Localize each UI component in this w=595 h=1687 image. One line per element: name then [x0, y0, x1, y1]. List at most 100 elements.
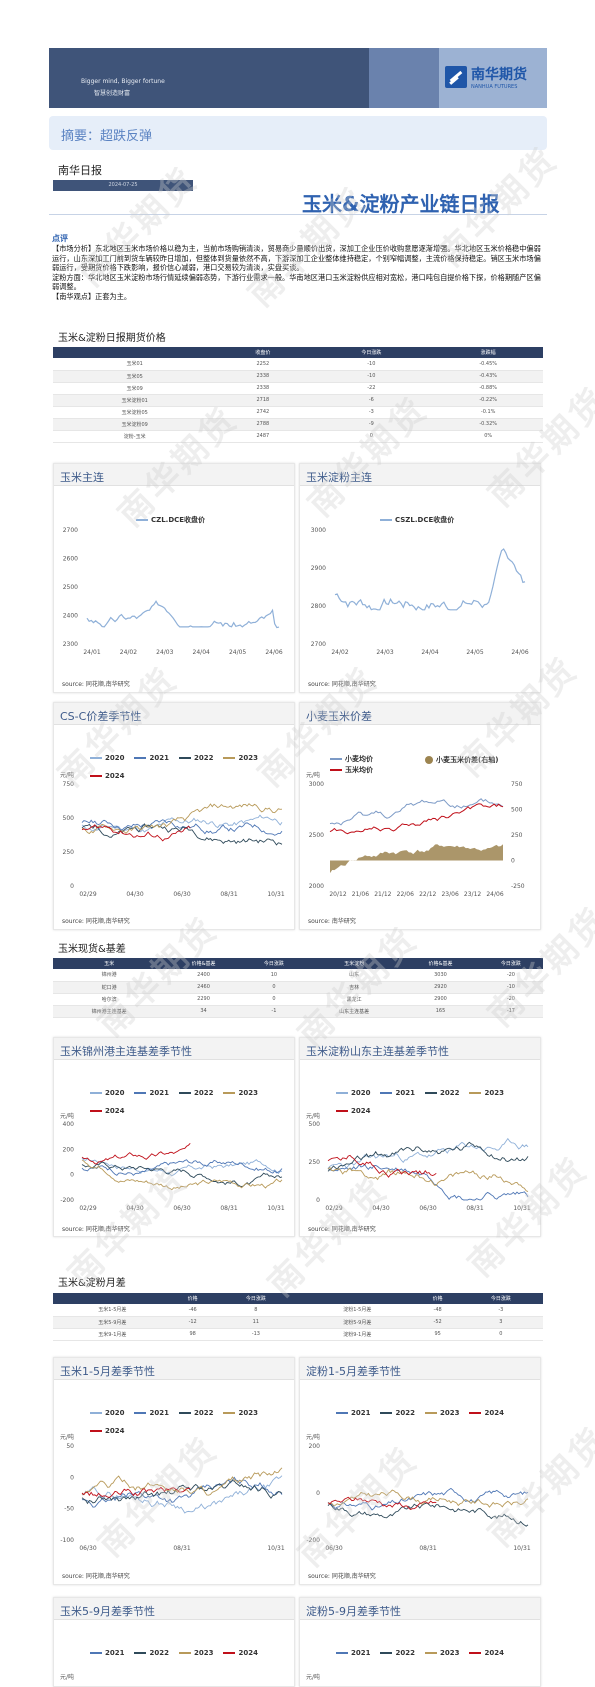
x-tick-label: 06/30: [325, 1545, 342, 1552]
chart-legend-right: 小麦玉米价差(右轴): [425, 755, 498, 765]
y-tick-label: 2400: [63, 613, 78, 620]
series-line-2022: [327, 1502, 529, 1527]
series-line-2022: [81, 1161, 283, 1188]
legend-label: 2021: [149, 1409, 169, 1417]
table-cell: -3: [458, 1304, 543, 1317]
table-cell: -0.45%: [433, 358, 543, 371]
slogan-cn: 智慧创造财富: [94, 90, 131, 97]
y-tick-label: 500: [309, 1121, 321, 1128]
x-tick-label: 08/31: [173, 1545, 190, 1552]
series-line-2023: [327, 1489, 529, 1508]
comment-p1: 【市场分析】东北地区玉米市场价格以稳为主，当前市场购销清淡，贸易商少量顺价出货，…: [52, 244, 541, 272]
legend-label: 2021: [149, 754, 169, 762]
table-row: 玉米09 2338 -22 -0.88%: [53, 382, 543, 395]
table-cell: 山东主连基差: [305, 1005, 403, 1018]
legend-item: 2020: [336, 1089, 370, 1097]
panel-title: 淀粉1-5月差季节性: [300, 1358, 540, 1380]
legend-label: 2021: [351, 1649, 371, 1657]
table-cell: -0.1%: [433, 406, 543, 419]
chart-legend: 2021 2022 2023 2024: [90, 1649, 290, 1657]
table-cell: -48: [416, 1304, 459, 1317]
y-tick-label: 2700: [63, 527, 78, 534]
series-line-2024: [81, 1142, 191, 1165]
x-tick-label: 02/29: [79, 891, 96, 898]
y-tick-label: 0: [316, 1197, 320, 1204]
table-cell: -3: [309, 406, 434, 419]
table-row: 玉米5-9月差 -12 11 淀粉5-9月差 -52 3: [53, 1316, 543, 1329]
legend-label: 2023: [238, 754, 258, 762]
legend-label: 2020: [105, 1409, 125, 1417]
panel-title: 玉米主连: [54, 464, 294, 486]
legend-item: 2021: [134, 754, 169, 762]
y-tick-label: 200: [63, 1146, 75, 1153]
legend-label: 2022: [149, 1649, 169, 1657]
logo-mark-icon: [445, 66, 467, 88]
y-tick-label: 250: [309, 1159, 321, 1166]
legend-item: 2024: [469, 1649, 504, 1657]
legend-item: 小麦玉米价差(右轴): [425, 755, 498, 765]
legend-item: 小麦均价: [330, 754, 540, 764]
legend-label: 2023: [439, 1649, 460, 1657]
chart-source: source: 同花顺,南华研究: [62, 1226, 130, 1233]
table-cell: 玉米淀粉01: [53, 394, 217, 407]
table-cell: -0.88%: [433, 382, 543, 395]
chart-legend: CZL.DCE收盘价: [136, 515, 205, 525]
y-tick-label: -200: [306, 1537, 320, 1544]
legend-item: 2023: [178, 1649, 214, 1657]
table-cell: 玉米09: [53, 382, 217, 395]
table-cell: 淀粉1-5月差: [297, 1304, 417, 1317]
series-line-2021: [81, 1476, 283, 1508]
chart-source: source: 同花顺,南华研究: [62, 918, 130, 925]
legend-item: 2021: [380, 1089, 415, 1097]
table-row: 淀粉-玉米 2487 0 0%: [53, 430, 543, 443]
x-tick-label: 10/31: [267, 1205, 284, 1212]
legend-label: 2023: [193, 1649, 214, 1657]
series-line-2024: [327, 1154, 437, 1178]
table-header-cell: 玉米淀粉: [305, 958, 403, 969]
title-rule: [49, 214, 547, 215]
table-cell: -10: [478, 981, 543, 994]
legend-label: 2022: [193, 754, 214, 762]
y-tick-label: 2700: [311, 641, 326, 648]
table-cell: 2460: [165, 981, 242, 994]
line-chart-corn-main: 2700 2600 2500 2400 2300 24/01 24/02 24/03 24/04…: [63, 527, 283, 656]
table-header-cell: [53, 1293, 172, 1304]
slogan-en: Bigger mind, Bigger fortune: [81, 78, 165, 85]
table-cell: 10: [241, 969, 306, 982]
legend-item: 2020: [90, 754, 124, 762]
table-header-cell: 今日涨跌: [478, 958, 543, 969]
series-line-2024: [327, 1496, 437, 1510]
legend-item: 2024: [90, 1427, 124, 1435]
series-line-2021: [81, 1159, 283, 1176]
y-tick-label: -200: [60, 1197, 74, 1204]
chart-legend: 2020 2021 2022 2023 2024: [90, 754, 290, 780]
table-cell: -13: [213, 1328, 298, 1341]
spread-table-title: 玉米&淀粉月差: [58, 1278, 126, 1289]
chart-legend: CSZL.DCE收盘价: [380, 515, 454, 525]
chart-legend: 2020 2021 2022 2023 2024: [336, 1089, 536, 1115]
legend-label: 2022: [439, 1089, 460, 1097]
legend-label: 2024: [484, 1409, 504, 1417]
table-cell: 哈尔滨: [53, 993, 166, 1006]
table-header-cell: 玉米: [53, 958, 166, 969]
table-cell: 3030: [402, 969, 479, 982]
y-tick-label: 200: [309, 1443, 321, 1450]
panel-title: 玉米淀粉山东主连基差季节性: [300, 1038, 540, 1060]
table-cell: 0%: [433, 430, 543, 443]
y-tick-label-right: 500: [511, 807, 523, 814]
starch-price-line: [334, 548, 526, 611]
x-tick-label: 06/30: [419, 1205, 436, 1212]
legend-label: 2024: [484, 1649, 504, 1657]
comment-body: 【市场分析】东北地区玉米市场价格以稳为主，当前市场购销清淡，贸易商少量顺价出货，…: [52, 244, 542, 301]
x-tick-label: 24/03: [376, 649, 393, 656]
table-cell: 锦州港: [53, 969, 166, 982]
table-row: 玉米淀粉01 2718 -6 -0.22%: [53, 394, 543, 407]
table-header-cell: 价格&基差: [402, 958, 479, 969]
table-cell: -46: [171, 1304, 214, 1317]
table-cell: 3: [458, 1316, 543, 1329]
legend-label: 2021: [395, 1089, 415, 1097]
y-tick-label: 400: [63, 1121, 75, 1128]
table-cell: 0: [458, 1328, 543, 1341]
legend-label: 小麦均价: [345, 755, 373, 763]
legend-item: 2021: [134, 1409, 169, 1417]
